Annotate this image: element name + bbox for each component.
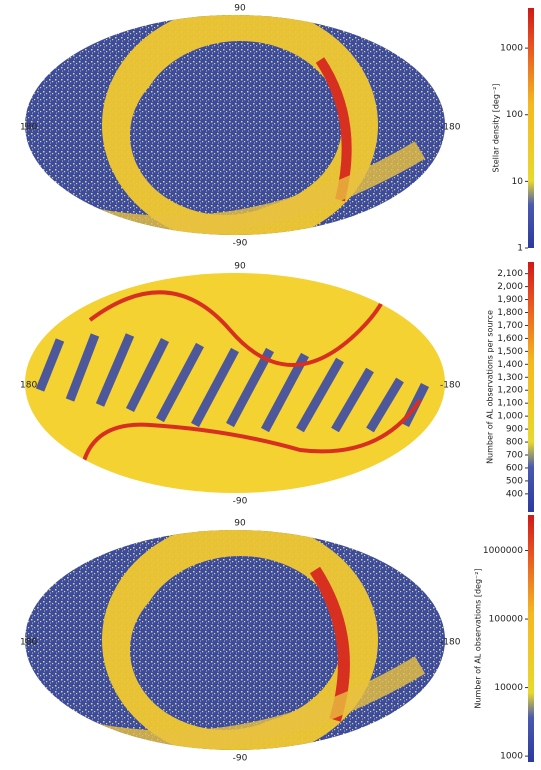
colorbar-tick-label: 1000000: [483, 546, 523, 556]
colorbar-tick-label: 2,000: [497, 282, 523, 292]
colorbar-tick-label: 1,000: [497, 412, 523, 422]
lat-label: -90: [233, 497, 248, 507]
lon-label: 180: [20, 638, 37, 648]
colorbar-tick-label: 600: [506, 463, 523, 473]
colorbar-tick-label: 1: [517, 244, 523, 254]
colorbar-tick-label: 1,500: [497, 347, 523, 357]
colorbar-tick-label: 1,900: [497, 295, 523, 305]
lon-label: -180: [440, 381, 461, 391]
colorbar-label: Number of AL observations [deg⁻²]: [474, 568, 483, 708]
sky-map: [25, 273, 445, 493]
colorbar-tick-label: 1000: [500, 44, 523, 54]
lon-label: 180: [20, 381, 37, 391]
lon-label: 180: [20, 123, 37, 133]
colorbar-tick-label: 800: [506, 438, 523, 448]
colorbar-tick-label: 900: [506, 425, 523, 435]
colorbar-tick-label: 400: [506, 489, 523, 499]
colorbar-tick-label: 1000: [500, 752, 523, 762]
lat-label: 90: [234, 519, 246, 529]
colorbar-tick-label: 1,700: [497, 321, 523, 331]
lat-label: 90: [234, 262, 246, 272]
colorbar-tick-label: 1,300: [497, 373, 523, 383]
colorbar-tick-label: 10000: [494, 683, 523, 693]
colorbar-tick-label: 1,100: [497, 399, 523, 409]
colorbar-tick-label: 500: [506, 476, 523, 486]
colorbar-tick-label: 1,800: [497, 308, 523, 318]
colorbar: [528, 8, 534, 248]
colorbar: [528, 262, 534, 512]
colorbar: [528, 515, 534, 762]
colorbar-tick-label: 100000: [489, 615, 524, 625]
colorbar-tick-label: 10: [512, 177, 524, 187]
colorbar-tick-label: 100: [506, 110, 523, 120]
sky-map: [25, 15, 445, 235]
lat-label: 90: [234, 4, 246, 14]
colorbar-tick-label: 2,100: [497, 269, 523, 279]
lon-label: -180: [440, 638, 461, 648]
colorbar-tick-label: 1,400: [497, 360, 523, 370]
sky-map: [25, 530, 445, 750]
colorbar-tick-label: 1,600: [497, 334, 523, 344]
colorbar-label: Stellar density [deg⁻²]: [492, 84, 501, 173]
lat-label: -90: [233, 754, 248, 764]
colorbar-tick-label: 700: [506, 451, 523, 461]
colorbar-label: Number of AL observations per source: [486, 310, 495, 464]
lon-label: -180: [440, 123, 461, 133]
colorbar-tick-label: 1,200: [497, 386, 523, 396]
lat-label: -90: [233, 239, 248, 249]
